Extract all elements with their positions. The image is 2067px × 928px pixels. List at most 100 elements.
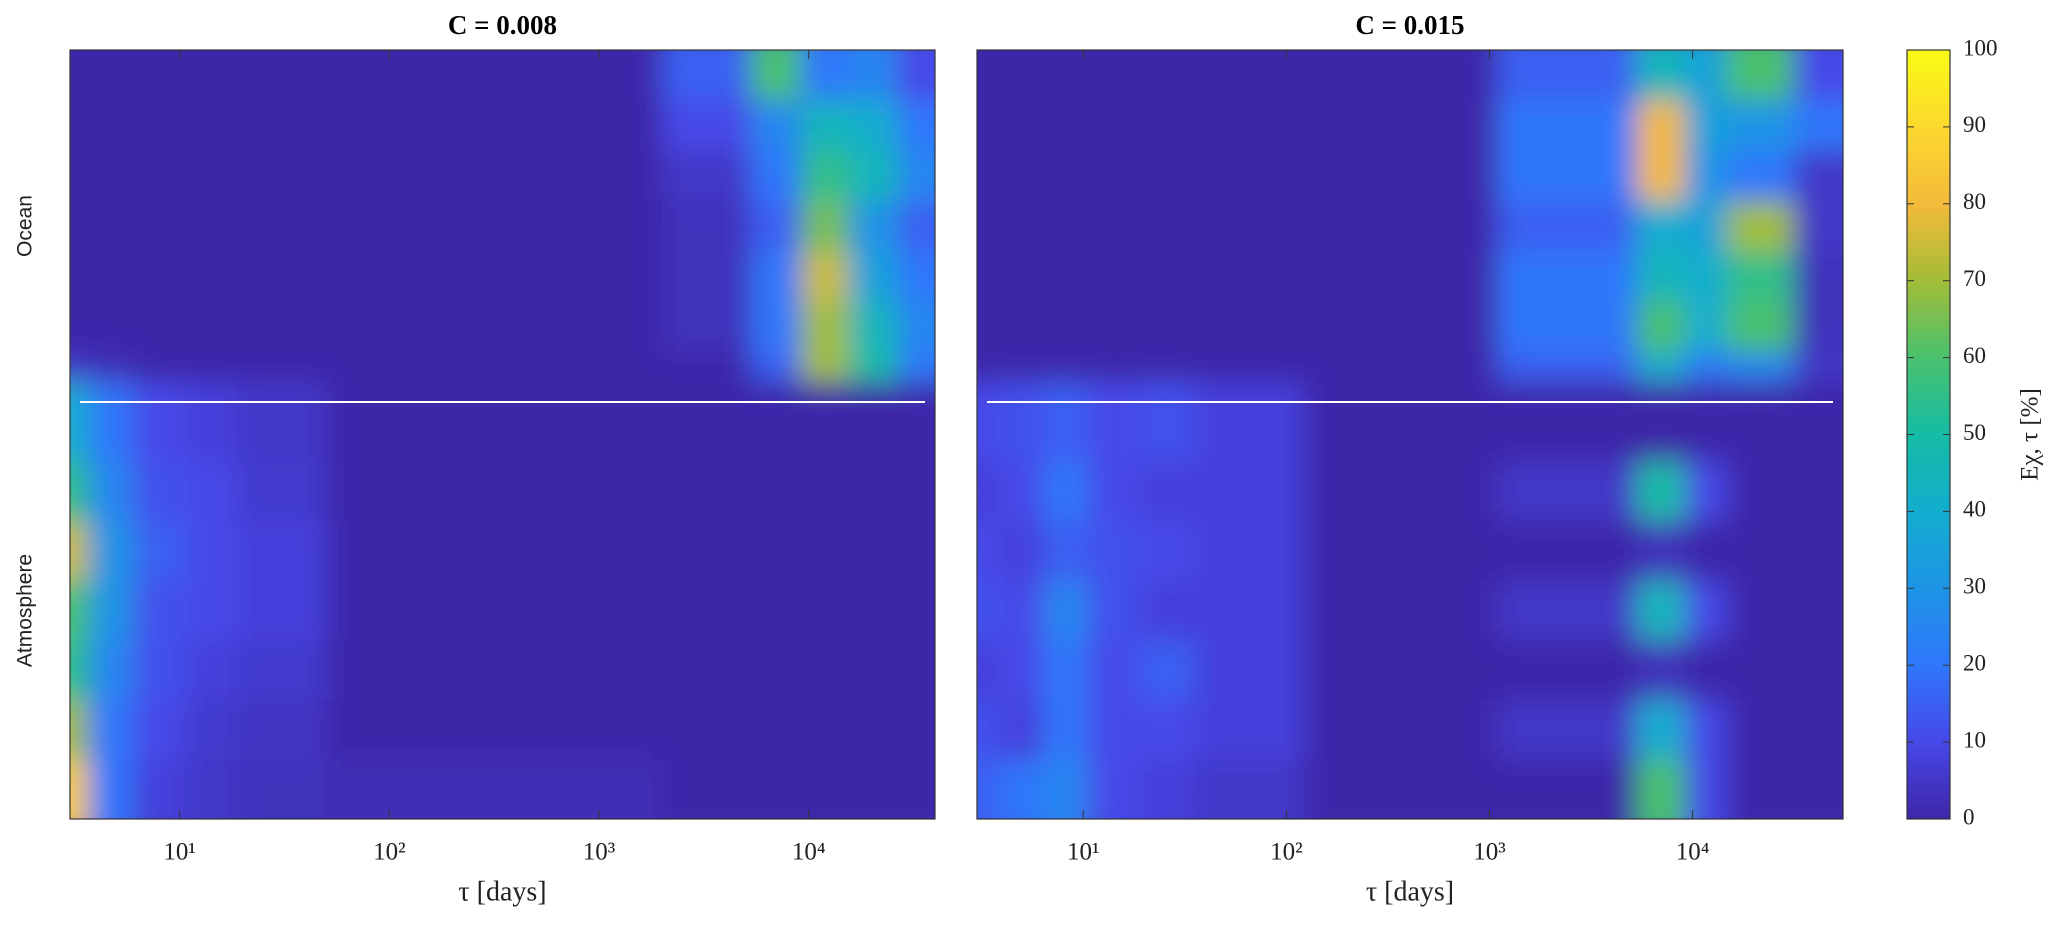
contour-cell [1304,699,1499,760]
x-tick-label: 10² [1270,839,1303,866]
contour-cell [133,200,186,252]
contour-cell [1497,200,1637,252]
plot-area [977,50,1843,819]
contour-cell [897,301,935,353]
contour-cell [897,521,935,582]
contour-cell [750,200,802,252]
contour-cell [1726,699,1795,760]
colorbar-tick-label: 70 [1963,266,1986,291]
contour-cell [662,100,752,152]
plot-frame [69,49,936,820]
contour-cell [1636,150,1686,202]
contour-cell [1138,50,1196,101]
contour-cell [1138,640,1196,701]
contour-cell [750,699,802,760]
x-tick-label: 10³ [583,839,616,866]
contour-cell [88,301,134,353]
contour-cell [750,580,802,641]
contour-cell [848,100,898,152]
colorbar-tick-label: 100 [1963,35,1998,60]
contour-cell [662,251,752,302]
x-tick-label: 10¹ [163,839,196,866]
contour-cell [1793,50,1843,101]
contour-cell [1194,640,1305,701]
contour-cell [70,100,89,152]
contour-cell [494,100,663,152]
contour-cell [1636,50,1686,101]
contour-cell [1194,521,1305,582]
contour-cell [1636,640,1686,701]
contour-cell [1684,382,1728,463]
contour-cell [1636,251,1686,302]
contour-cell [1793,759,1843,819]
contour-cell [1497,150,1637,202]
contour-cell [750,640,802,701]
contour-cell [236,640,327,701]
contour-cell [1042,759,1089,819]
contour-cell [662,461,752,522]
contour-cell [750,50,802,101]
contour-cell [800,100,850,152]
contour-cell [1304,200,1499,252]
contour-cell [1726,100,1795,152]
contour-cell [1497,759,1637,819]
contour-cell [1793,382,1843,463]
contour-cell [977,150,1001,202]
contour-cell [1138,301,1196,353]
contour-cell [999,251,1044,302]
contour-cell [236,580,327,641]
contour-cell [999,382,1044,463]
contour-cell [1684,251,1728,302]
contour-cell [848,461,898,522]
contour-cell [1194,382,1305,463]
contour-cell [1497,699,1637,760]
contour-cell [326,699,495,760]
contour-cell [133,100,186,152]
contour-cell [1138,759,1196,819]
contour-cell [897,382,935,463]
contour-cell [133,640,186,701]
contour-cell [236,251,327,302]
contour-cell [88,580,134,641]
row-label: Atmosphere [14,554,37,667]
contour-cell [494,382,663,463]
contour-cell [1042,251,1089,302]
contour-cell [977,301,1001,353]
plot-frame [976,49,1844,820]
contour-cell [1088,150,1139,202]
contour-cell [494,301,663,353]
contour-cell [184,301,238,353]
contour-cell [1304,461,1499,522]
contour-cell [494,200,663,252]
contour-cell [999,640,1044,701]
contour-cell [88,521,134,582]
contour-cell [494,150,663,202]
contour-cell [1138,251,1196,302]
contour-cell [1793,301,1843,353]
contour-cell [70,699,89,760]
contour-cell [897,100,935,152]
contour-cell [326,301,495,353]
contour-cell [326,200,495,252]
contour-cell [1088,640,1139,701]
contour-cell [133,759,186,819]
contour-cell [848,699,898,760]
contour-cell [184,699,238,760]
contour-cell [897,580,935,641]
contour-cell [897,200,935,252]
contour-cell [133,301,186,353]
x-axis-label: τ [days] [1366,876,1454,907]
contour-cell [977,251,1001,302]
contour-cell [88,251,134,302]
contour-cell [750,100,802,152]
contour-cell [800,200,850,252]
contour-cell [1194,699,1305,760]
contour-cell [326,580,495,641]
contour-cell [184,759,238,819]
contour-cell [184,200,238,252]
contour-cell [1497,301,1637,353]
contour-cell [848,640,898,701]
contour-cell [494,50,663,101]
contour-cell [1042,640,1089,701]
contour-cell [750,461,802,522]
